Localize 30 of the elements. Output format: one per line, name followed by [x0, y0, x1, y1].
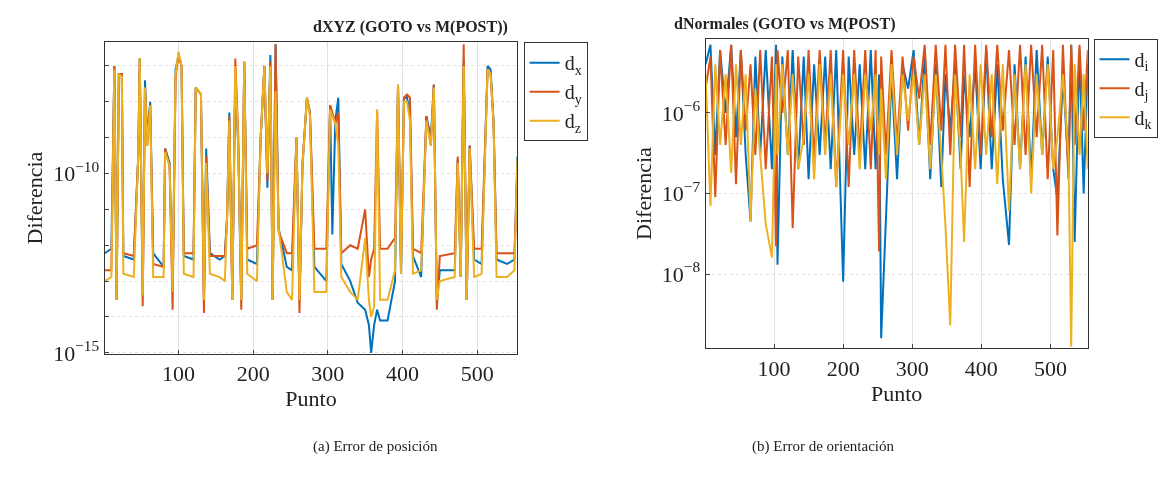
text: (a) Error de posición — [313, 438, 439, 455]
x-tick-label: 400 — [964, 355, 998, 381]
x-tick-label: 500 — [1033, 355, 1067, 381]
y-tick-label: 10$^{−10}$ — [53, 157, 100, 187]
legend-label: d$_{x}$ — [564, 52, 582, 78]
y-axis-title: Diferencia — [21, 151, 47, 245]
legend-label: d$_{y}$ — [564, 81, 582, 107]
x-tick-label: 500 — [460, 361, 494, 387]
line-series — [705, 43, 1088, 253]
legend-label: d$_{k}$ — [1134, 107, 1152, 133]
x-tick-label: 300 — [895, 355, 929, 381]
x-axis-title: Punto — [871, 380, 923, 406]
y-tick-label: 10$^{−15}$ — [53, 337, 100, 366]
x-tick-label: 400 — [385, 361, 419, 387]
y-tick-label: 10$^{−8}$ — [661, 258, 701, 287]
y-axis-title: Diferencia — [630, 146, 656, 240]
x-tick-label: 100 — [757, 355, 791, 381]
legend-label: d$_{i}$ — [1134, 49, 1149, 75]
chart-title: dXYZ (GOTO vs M(POST)) — [313, 18, 508, 36]
text: (b) Error de orientación — [752, 438, 895, 455]
chart-title: dNormales (GOTO vs M(POST) — [674, 15, 896, 33]
x-tick-label: 100 — [162, 361, 196, 387]
x-tick-label: 200 — [826, 355, 860, 381]
legend-label: d$_{j}$ — [1134, 78, 1149, 104]
x-axis-title: Punto — [285, 386, 337, 412]
x-tick-label: 200 — [236, 361, 270, 387]
x-tick-label: 300 — [311, 361, 345, 387]
legend-label: d$_{z}$ — [564, 110, 581, 136]
y-tick-label: 10$^{−6}$ — [661, 97, 701, 126]
y-tick-label: 10$^{−7}$ — [661, 177, 701, 207]
